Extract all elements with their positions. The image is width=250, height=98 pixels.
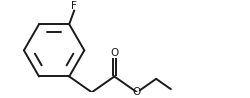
- Text: O: O: [110, 48, 118, 58]
- Text: O: O: [133, 87, 141, 97]
- Text: F: F: [71, 1, 77, 11]
